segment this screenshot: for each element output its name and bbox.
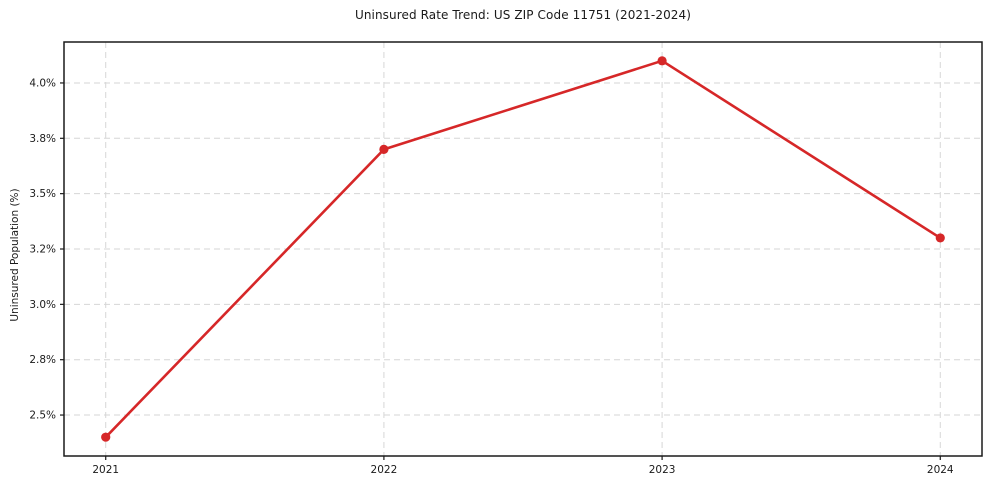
y-tick-label: 2.5% xyxy=(29,410,56,422)
y-tick-label: 3.8% xyxy=(29,133,56,145)
data-point-marker xyxy=(101,432,111,442)
trend-line xyxy=(104,59,942,439)
data-point-marker xyxy=(935,233,945,243)
data-point-marker xyxy=(657,56,667,66)
y-tick-label: 4.0% xyxy=(29,77,56,89)
x-tick-label: 2022 xyxy=(371,464,398,476)
x-tick-label: 2023 xyxy=(649,464,676,476)
y-tick-label: 3.2% xyxy=(29,244,56,256)
y-tick-label: 3.5% xyxy=(29,188,56,200)
x-tick-label: 2021 xyxy=(92,464,119,476)
data-point-marker xyxy=(379,144,389,154)
plot-border xyxy=(63,41,983,457)
chart-title: Uninsured Rate Trend: US ZIP Code 11751 … xyxy=(354,8,692,22)
x-tick-label: 2024 xyxy=(927,464,954,476)
y-tick-label: 3.0% xyxy=(29,299,56,311)
y-tick-label: 2.8% xyxy=(29,354,56,366)
